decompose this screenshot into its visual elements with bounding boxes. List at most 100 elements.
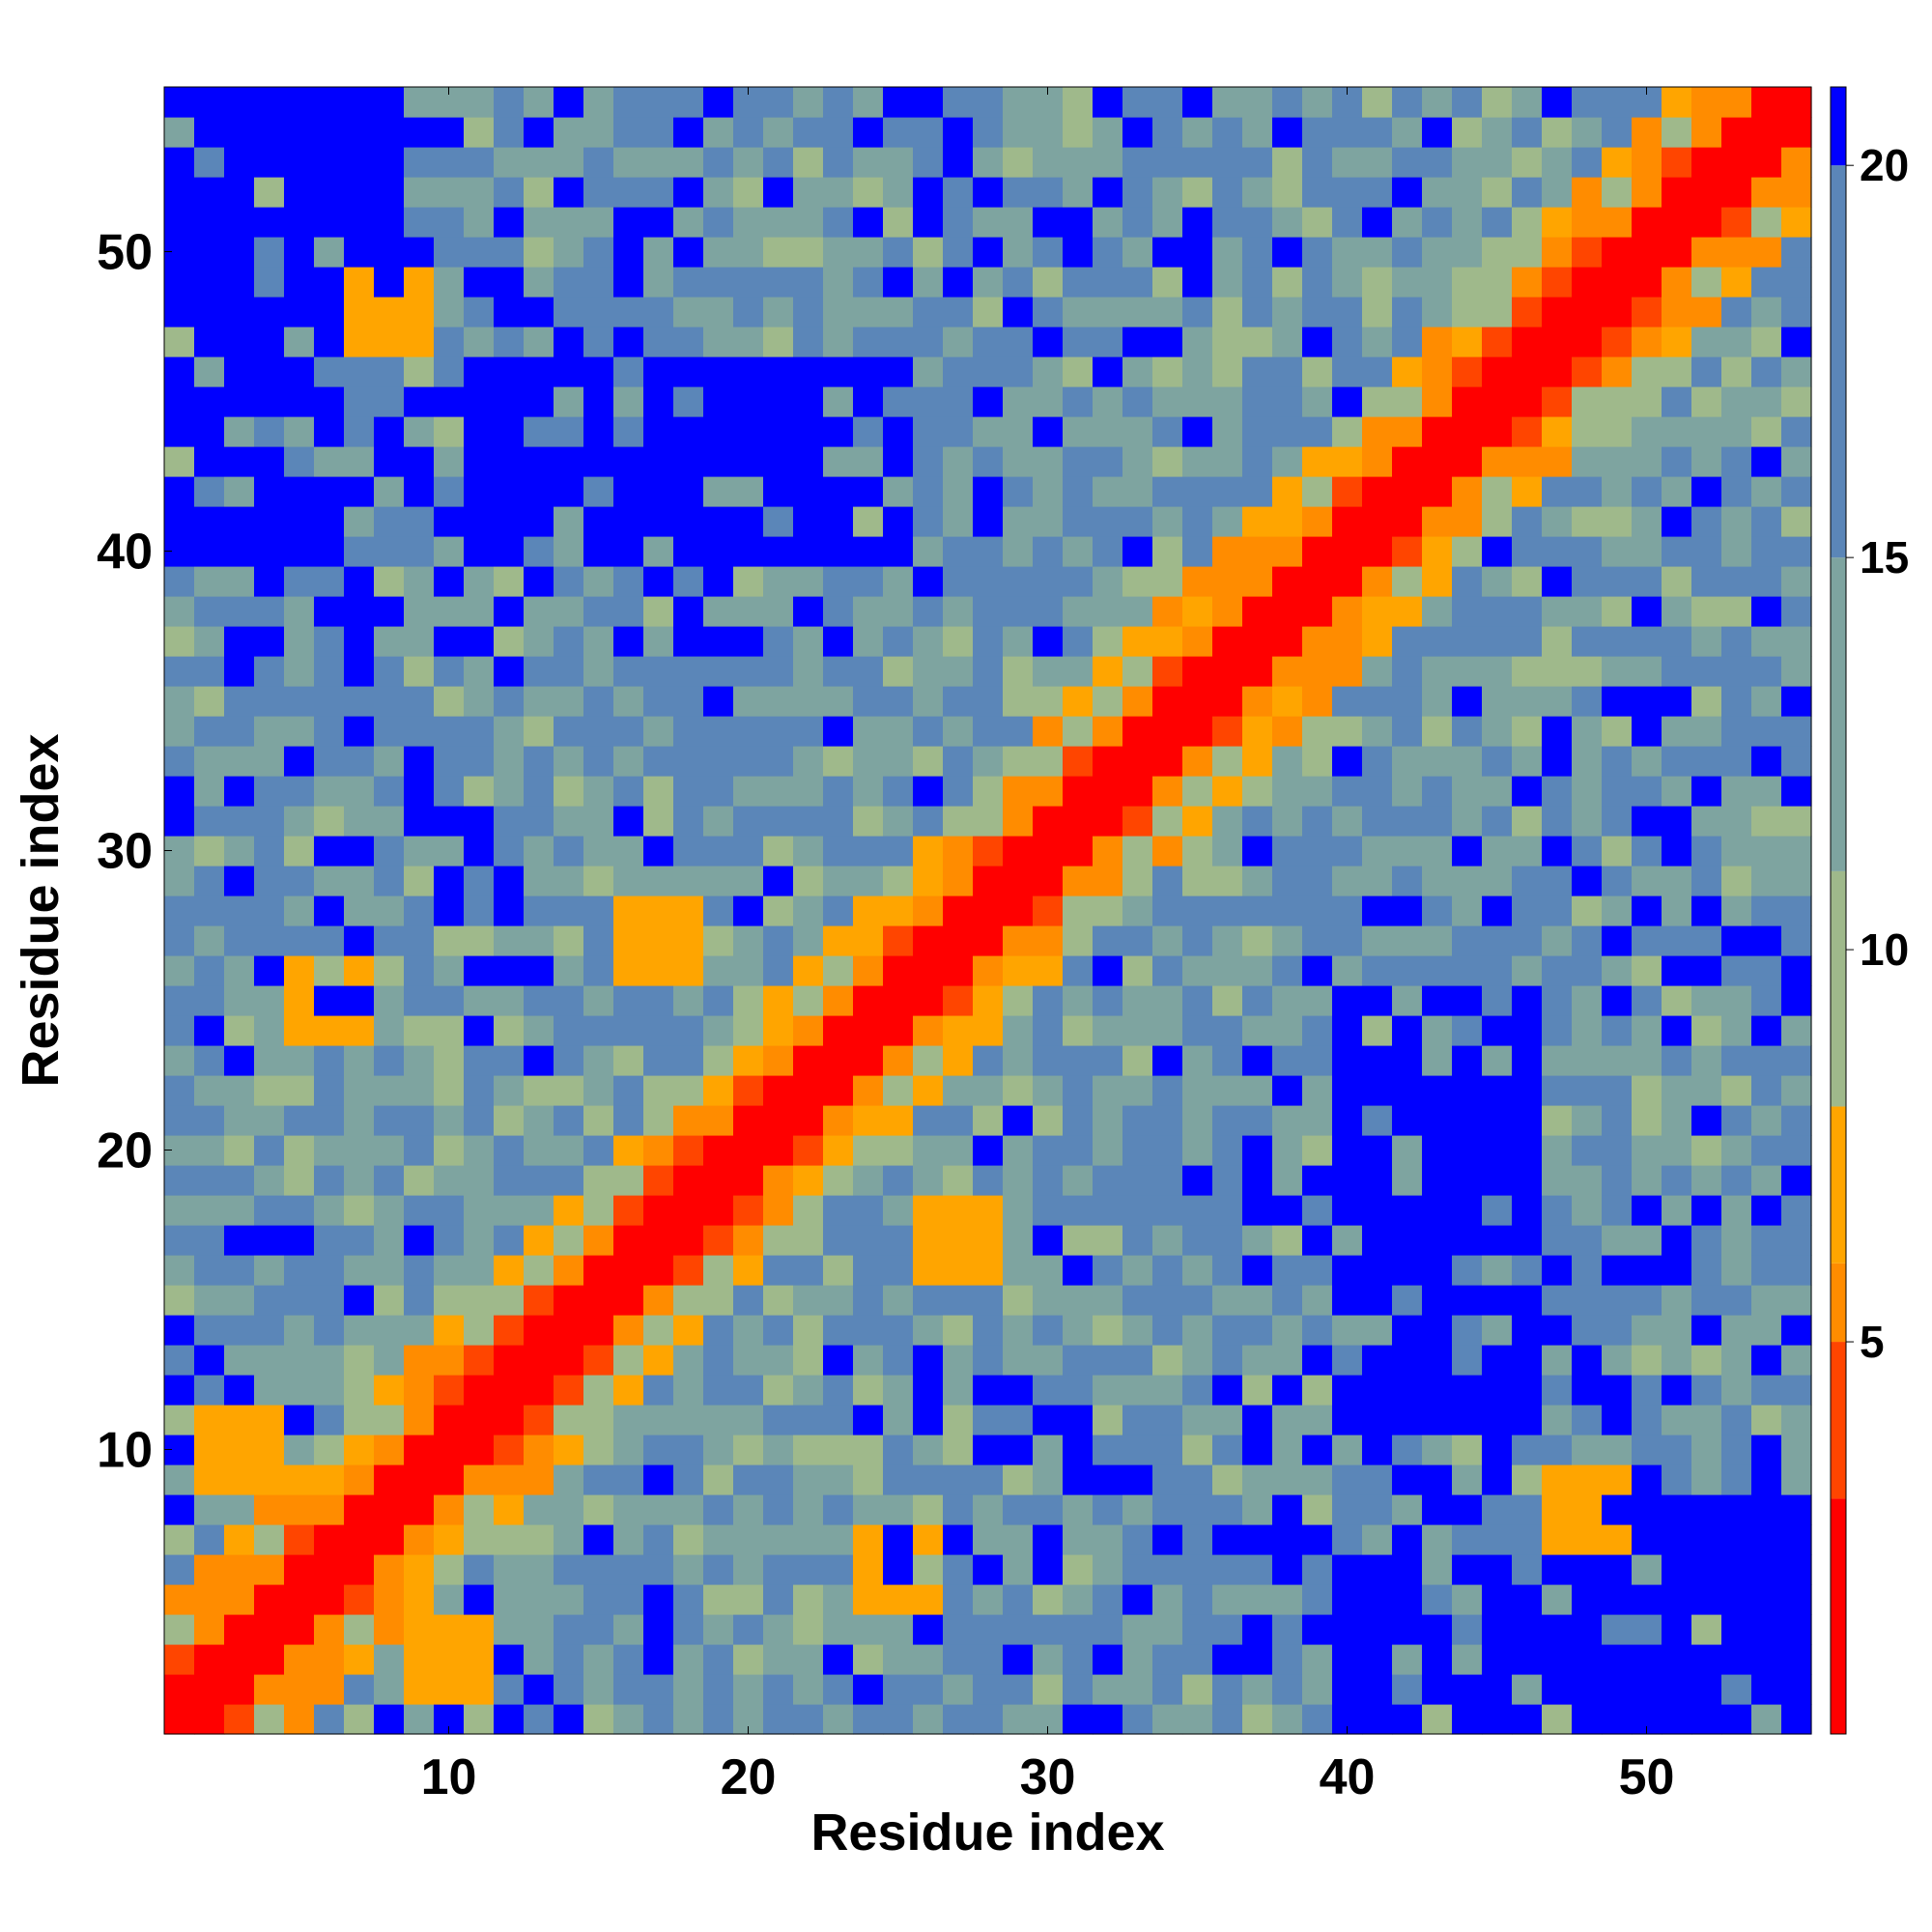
heatmap-cell — [1003, 985, 1034, 1016]
heatmap-cell — [1302, 207, 1333, 238]
heatmap-cell — [1362, 1464, 1393, 1495]
heatmap-cell — [1093, 925, 1123, 956]
heatmap-cell — [1332, 866, 1363, 896]
heatmap-cell — [853, 416, 884, 447]
heatmap-cell — [613, 925, 644, 956]
heatmap-cell — [1632, 416, 1662, 447]
heatmap-cell — [374, 297, 405, 327]
heatmap-cell — [1662, 1674, 1692, 1705]
heatmap-cell — [1362, 87, 1393, 118]
heatmap-cell — [1721, 1405, 1752, 1435]
heatmap-cell — [943, 566, 974, 597]
heatmap-cell — [1781, 686, 1812, 717]
heatmap-cell — [1392, 297, 1423, 327]
heatmap-cell — [1272, 895, 1303, 926]
heatmap-cell — [1721, 955, 1752, 986]
heatmap-cell — [524, 1704, 554, 1735]
heatmap-cell — [1332, 207, 1363, 238]
heatmap-cell — [1003, 446, 1034, 477]
heatmap-cell — [613, 955, 644, 986]
heatmap-cell — [1063, 1105, 1094, 1136]
heatmap-cell — [1482, 746, 1513, 777]
heatmap-cell — [793, 1524, 824, 1555]
heatmap-cell — [913, 1494, 944, 1525]
heatmap-cell — [1781, 506, 1812, 537]
heatmap-cell — [703, 356, 734, 387]
heatmap-cell — [314, 1285, 345, 1316]
heatmap-cell — [1332, 1195, 1363, 1226]
heatmap-cell — [1152, 1135, 1183, 1166]
heatmap-cell — [554, 1345, 584, 1376]
heatmap-cell — [1691, 895, 1722, 926]
heatmap-cell — [973, 446, 1004, 477]
heatmap-cell — [583, 536, 614, 567]
heatmap-cell — [883, 1195, 914, 1226]
heatmap-cell — [913, 1225, 944, 1256]
heatmap-cell — [1512, 1135, 1543, 1166]
heatmap-cell — [1662, 237, 1692, 268]
heatmap-cell — [524, 1524, 554, 1555]
heatmap-cell — [973, 776, 1004, 807]
heatmap-cell — [1033, 925, 1064, 956]
heatmap-cell — [284, 746, 315, 777]
heatmap-cell — [1392, 866, 1423, 896]
heatmap-cell — [883, 596, 914, 627]
heatmap-cell — [1302, 1644, 1333, 1675]
heatmap-cell — [1781, 386, 1812, 417]
heatmap-cell — [1392, 1704, 1423, 1735]
heatmap-cell — [1662, 297, 1692, 327]
heatmap-cell — [344, 955, 375, 986]
heatmap-cell — [823, 1105, 854, 1136]
heatmap-cell — [1063, 476, 1094, 507]
heatmap-cell — [1033, 1255, 1064, 1286]
heatmap-cell — [164, 686, 195, 717]
heatmap-cell — [194, 1464, 225, 1495]
heatmap-cell — [1033, 1614, 1064, 1645]
heatmap-cell — [1751, 267, 1782, 298]
heatmap-cell — [1721, 836, 1752, 867]
heatmap-cell — [793, 716, 824, 747]
heatmap-cell — [703, 117, 734, 148]
heatmap-cell — [643, 656, 674, 687]
heatmap-cell — [1572, 866, 1603, 896]
heatmap-cell — [1093, 1584, 1123, 1615]
heatmap-cell — [254, 866, 285, 896]
heatmap-cell — [913, 117, 944, 148]
heatmap-cell — [1422, 446, 1453, 477]
heatmap-cell — [793, 536, 824, 567]
heatmap-cell — [524, 985, 554, 1016]
heatmap-cell — [1182, 1195, 1213, 1226]
heatmap-cell — [1691, 1105, 1722, 1136]
heatmap-cell — [1003, 356, 1034, 387]
heatmap-cell — [1332, 1614, 1363, 1645]
heatmap-cell — [1093, 1644, 1123, 1675]
x-axis-ticks: 10 20 30 40 50 — [421, 87, 1674, 1805]
heatmap-cell — [763, 985, 794, 1016]
heatmap-cell — [554, 476, 584, 507]
heatmap-cell — [284, 836, 315, 867]
heatmap-cell — [284, 1105, 315, 1136]
heatmap-cell — [1602, 87, 1633, 118]
heatmap-cell — [673, 1524, 704, 1555]
heatmap-cell — [1392, 1015, 1423, 1046]
heatmap-cell — [703, 566, 734, 597]
heatmap-cell — [973, 356, 1004, 387]
heatmap-cell — [1242, 1524, 1273, 1555]
heatmap-cell — [434, 1045, 465, 1076]
heatmap-cell — [913, 327, 944, 357]
heatmap-cell — [1751, 1674, 1782, 1705]
heatmap-cell — [224, 87, 255, 118]
heatmap-cell — [703, 1405, 734, 1435]
heatmap-cell — [1662, 1075, 1692, 1106]
heatmap-cell — [1422, 1405, 1453, 1435]
heatmap-cell — [374, 1105, 405, 1136]
heatmap-cell — [494, 1405, 525, 1435]
heatmap-cell — [1122, 1674, 1153, 1705]
heatmap-cell — [284, 1075, 315, 1106]
heatmap-cell — [1392, 1345, 1423, 1376]
heatmap-cell — [164, 1554, 195, 1585]
heatmap-cell — [404, 386, 435, 417]
heatmap-cell — [973, 1255, 1004, 1286]
heatmap-cell — [1482, 476, 1513, 507]
heatmap-cell — [344, 746, 375, 777]
